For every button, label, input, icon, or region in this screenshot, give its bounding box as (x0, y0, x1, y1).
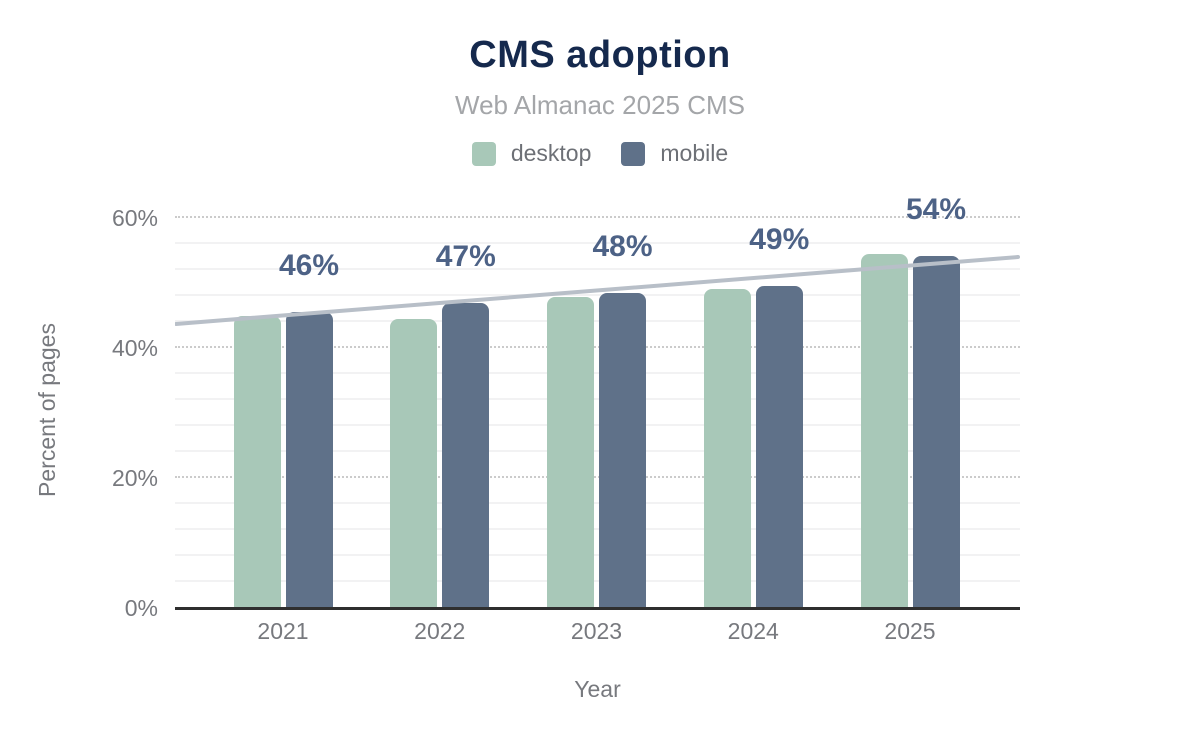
desktop-swatch-icon (471, 141, 496, 166)
mobile-swatch-icon (621, 141, 646, 166)
data-label-2022: 47% (435, 240, 496, 274)
x-tick-label-2022: 2022 (414, 618, 466, 644)
major-gridline (175, 216, 1020, 218)
chart-subtitle: Web Almanac 2025 CMS (455, 90, 745, 120)
bar-mobile-2023[interactable] (599, 293, 646, 608)
minor-gridline (175, 424, 1020, 426)
minor-gridline (175, 372, 1020, 374)
bar-desktop-2025[interactable] (860, 253, 908, 608)
minor-gridline (175, 398, 1020, 400)
data-label-2023: 48% (592, 230, 653, 264)
legend-label-desktop: desktop (510, 140, 592, 166)
legend-item-mobile[interactable]: mobile (621, 140, 728, 167)
bar-desktop-2023[interactable] (547, 297, 594, 608)
plot-area: 0% 20% 40% 60% 46% 2021 47% 2022 48% 2023 49% 2024 5… (112, 194, 1020, 644)
y-tick-label: 40% (111, 335, 158, 361)
bar-desktop-2021[interactable] (233, 316, 281, 608)
y-tick-label: 60% (111, 205, 158, 231)
x-tick-label-2025: 2025 (884, 618, 936, 644)
y-axis-title: Percent of pages (34, 323, 60, 497)
y-tick-label: 0% (124, 595, 158, 621)
x-tick-label-2023: 2023 (570, 618, 623, 644)
minor-gridline (175, 528, 1020, 530)
minor-gridline (175, 242, 1020, 244)
legend: desktop mobile (0, 140, 1200, 167)
major-gridline (175, 476, 1020, 478)
minor-gridline (175, 554, 1020, 556)
bar-mobile-2022[interactable] (442, 303, 490, 608)
y-tick-label: 20% (111, 465, 158, 491)
minor-gridline (175, 502, 1020, 504)
legend-item-desktop[interactable]: desktop (471, 140, 592, 167)
minor-gridline (175, 450, 1020, 452)
data-label-2024: 49% (749, 223, 810, 257)
bar-mobile-2025[interactable] (912, 256, 960, 608)
minor-gridline (175, 580, 1020, 582)
data-label-2021: 46% (278, 248, 340, 282)
bar-desktop-2024[interactable] (703, 288, 751, 608)
bar-mobile-2024[interactable] (755, 286, 803, 608)
bar-mobile-2021[interactable] (285, 311, 333, 608)
bar-desktop-2022[interactable] (390, 319, 438, 608)
chart-title: CMS adoption (469, 34, 731, 76)
data-label-2025: 54% (905, 193, 967, 227)
x-tick-label-2021: 2021 (257, 618, 309, 644)
x-axis-title: Year (574, 676, 621, 702)
legend-label-mobile: mobile (660, 140, 729, 166)
major-gridline (175, 346, 1020, 348)
x-tick-label-2024: 2024 (727, 618, 779, 644)
x-axis-line (175, 607, 1020, 610)
